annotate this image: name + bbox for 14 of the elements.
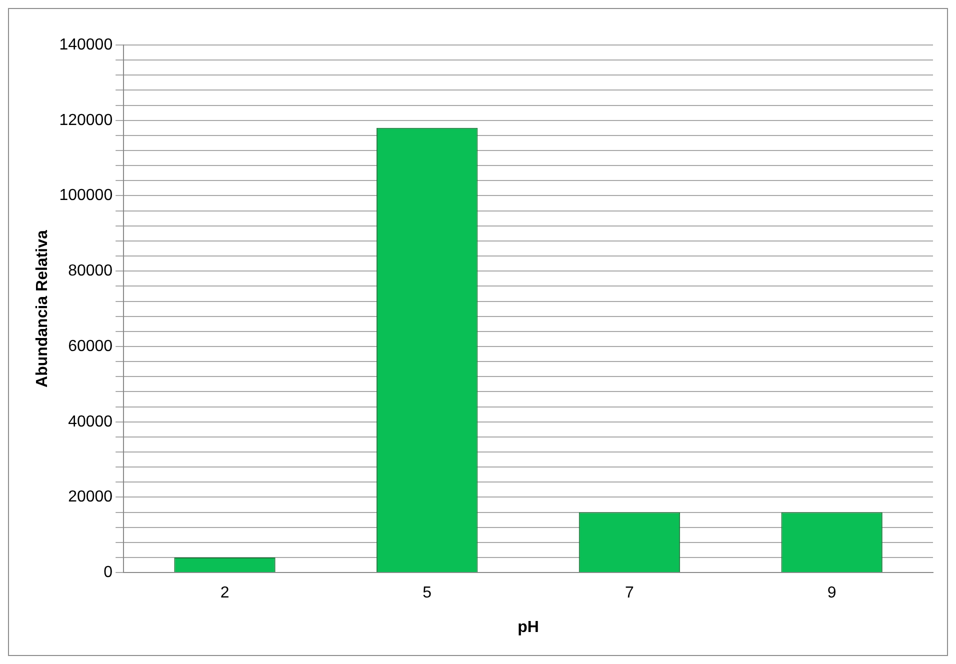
y-tick-label: 0 [104,564,113,582]
x-axis-title: pH [518,618,539,636]
y-tick-label: 20000 [68,488,113,506]
y-tick-label: 40000 [68,413,113,430]
y-tick-label: 80000 [68,262,113,280]
y-tick-label: 60000 [68,338,113,355]
y-tick-label: 100000 [59,187,113,204]
x-tick-label: 2 [220,584,230,602]
x-tick-label: 7 [625,584,634,602]
x-tick-label: 5 [422,584,432,602]
x-tick-label: 9 [827,584,836,602]
y-axis-title: Abundancia Relativa [34,230,52,388]
y-tick-label: 140000 [59,36,113,54]
y-tick-label: 120000 [59,112,113,129]
